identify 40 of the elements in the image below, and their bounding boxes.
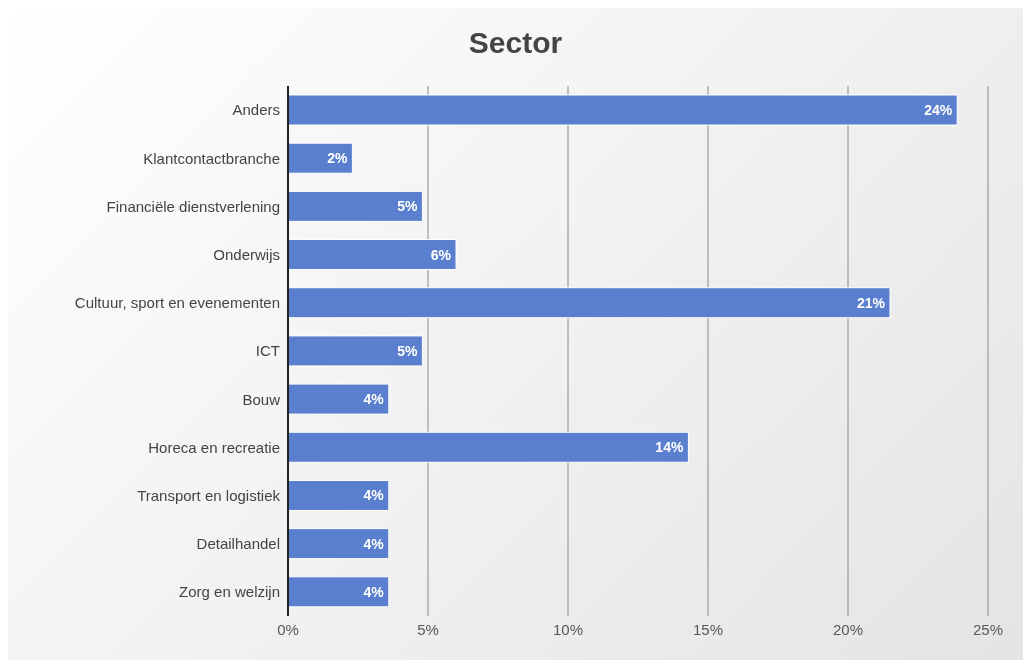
y-tick-label: Detailhandel [196,535,280,553]
bar [288,528,390,560]
x-tick-label: 0% [277,620,299,638]
y-tick-label: Onderwijs [213,245,280,263]
x-tick-label: 25% [972,620,1004,638]
bar [288,479,390,511]
bar [288,431,689,463]
bar [288,190,423,222]
y-tick-label: Horeca en recreatie [148,438,280,456]
bar [288,576,390,608]
data-label: 2% [327,150,348,167]
data-label: 24% [924,101,953,118]
y-tick-label: Anders [232,101,280,119]
y-tick-label: Klantcontactbranche [143,149,280,167]
bar [288,94,958,126]
x-tick-label: 15% [692,620,724,638]
data-label: 4% [363,487,385,504]
data-label: 4% [363,535,385,552]
chart-title: Sector [467,25,564,61]
x-tick-label: 20% [832,620,864,638]
bar [288,383,390,415]
x-tick-label: 5% [417,620,439,638]
data-label: 6% [430,246,452,263]
data-label: 4% [363,391,385,408]
bar [288,287,891,319]
data-label: 4% [363,583,385,600]
data-label: 5% [397,342,418,359]
data-label: 5% [397,198,418,215]
y-tick-label: Zorg en welzijn [179,583,280,601]
bar [288,239,457,271]
x-tick-label: 10% [552,620,584,638]
y-tick-label: ICT [255,342,280,360]
bar [288,335,423,367]
y-tick-label: Transport en logistiek [137,486,281,504]
bar [288,142,353,174]
y-tick-label: Cultuur, sport en evenementen [74,294,280,312]
data-label: 14% [655,439,684,456]
y-tick-label: Bouw [242,390,281,408]
y-tick-label: Financiële dienstverlening [106,197,280,215]
data-label: 21% [856,294,886,311]
